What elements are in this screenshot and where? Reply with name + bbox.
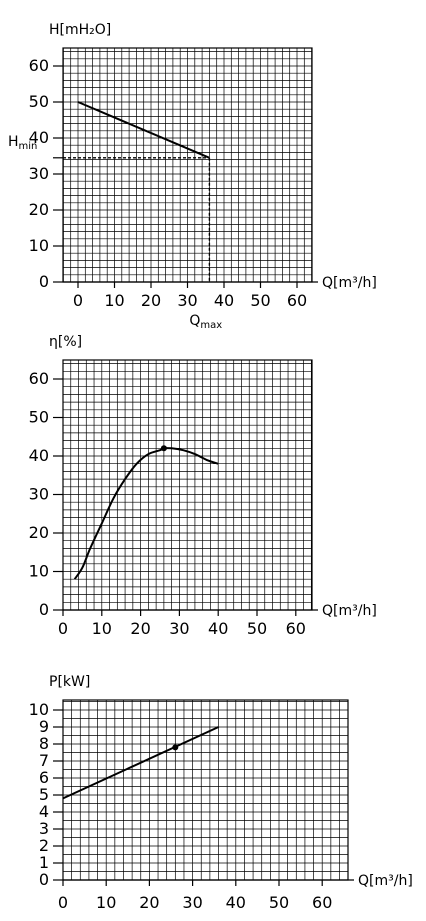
y-tick-label: 40 (29, 446, 49, 465)
x-tick-label: 20 (139, 893, 159, 912)
data-point-marker (172, 744, 179, 751)
x-tick-label: 30 (169, 619, 189, 638)
y-tick-label: 9 (39, 717, 49, 736)
y-axis-title: P[kW] (49, 674, 90, 690)
x-tick-label: 10 (96, 893, 116, 912)
y-tick-label: 7 (39, 751, 49, 770)
y-tick-label: 1 (39, 853, 49, 872)
x-tick-label: 30 (182, 893, 202, 912)
y-tick-label: 3 (39, 819, 49, 838)
y-axis-title: η[%] (49, 334, 82, 350)
x-tick-label: 50 (247, 619, 267, 638)
y-tick-label: 0 (39, 272, 49, 291)
y-tick-label: 30 (29, 164, 49, 183)
x-tick-label: 60 (286, 619, 306, 638)
y-tick-label: 10 (29, 562, 49, 581)
x-tick-label: 20 (130, 619, 150, 638)
y-tick-label: 50 (29, 92, 49, 111)
qmax-label: Qmax (189, 313, 222, 331)
x-tick-label: 50 (269, 893, 289, 912)
series-line-1 (73, 447, 219, 580)
series-line-1 (62, 726, 219, 800)
y-tick-label: 10 (29, 236, 49, 255)
x-axis-title: Q[m³/h] (358, 873, 413, 889)
y-tick-label: 4 (39, 802, 49, 821)
x-axis-title: Q[m³/h] (322, 603, 377, 619)
y-tick-label: 20 (29, 200, 49, 219)
hmin-label: Hmin (8, 134, 37, 152)
y-tick-label: 2 (39, 836, 49, 855)
x-tick-label: 10 (92, 619, 112, 638)
x-tick-label: 50 (250, 291, 270, 310)
x-tick-label: 10 (104, 291, 124, 310)
y-tick-label: 8 (39, 734, 49, 753)
y-tick-label: 6 (39, 768, 49, 787)
x-axis-title: Q[m³/h] (322, 275, 377, 291)
x-tick-label: 0 (73, 291, 83, 310)
x-tick-label: 40 (214, 291, 234, 310)
y-axis-title: H[mH₂O] (49, 22, 111, 38)
x-tick-label: 0 (58, 619, 68, 638)
chart-2: 0 10 20 30 40 50 60 0 10 20 30 40 50 60 η[%] Q[m³/h] (29, 334, 377, 638)
y-tick-label: 60 (29, 56, 49, 75)
y-tick-label: 0 (39, 870, 49, 889)
y-tick-label: 20 (29, 523, 49, 542)
x-tick-label: 20 (141, 291, 161, 310)
series-line-1 (77, 101, 210, 159)
x-tick-label: 40 (208, 619, 228, 638)
y-tick-label: 5 (39, 785, 49, 804)
y-tick-label: 10 (29, 700, 49, 719)
x-tick-label: 0 (58, 893, 68, 912)
data-point-marker (160, 445, 167, 452)
x-tick-label: 30 (177, 291, 197, 310)
chart-1: 0 10 20 30 40 50 60 0 10 20 30 40 50 60 H[mH₂O] Q[m³/h]… (8, 22, 377, 331)
x-tick-label: 60 (287, 291, 307, 310)
y-tick-label: 30 (29, 485, 49, 504)
y-tick-label: 40 (29, 128, 49, 147)
y-tick-label: 50 (29, 408, 49, 427)
y-tick-label: 60 (29, 369, 49, 388)
y-tick-label: 0 (39, 600, 49, 619)
x-tick-label: 40 (226, 893, 246, 912)
x-tick-label: 60 (312, 893, 332, 912)
